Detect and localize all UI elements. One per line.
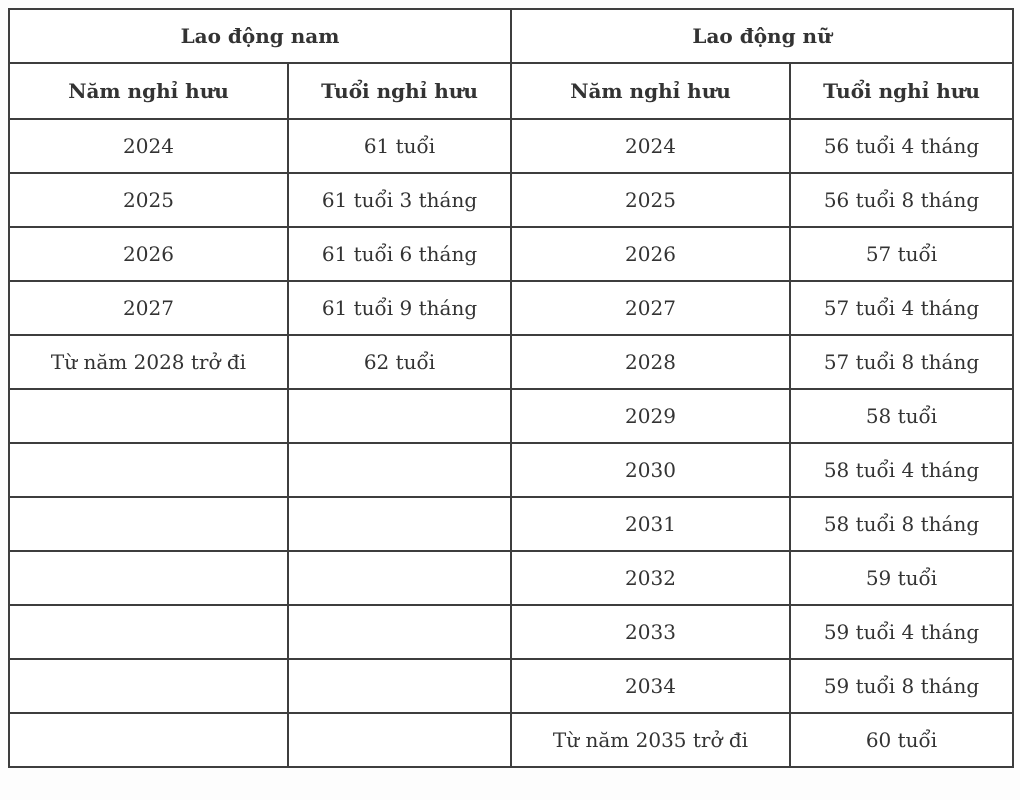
cell-male-year: 2024 [8,118,289,174]
cell-male-age: 62 tuổi [287,334,512,390]
cell-male-year [8,550,289,606]
cell-female-year: 2030 [510,442,791,498]
cell-female-year: 2025 [510,172,791,228]
cell-female-age: 57 tuổi [789,226,1014,282]
cell-female-age: 59 tuổi 4 tháng [789,604,1014,660]
cell-female-age: 57 tuổi 4 tháng [789,280,1014,336]
cell-female-age: 56 tuổi 8 tháng [789,172,1014,228]
cell-male-age: 61 tuổi [287,118,512,174]
cell-female-age: 60 tuổi [789,712,1014,768]
group-header-male: Lao động nam [8,8,512,64]
retirement-age-table: Lao động nam Lao động nữ Năm nghỉ hưu Tu… [8,8,1014,768]
cell-male-year [8,442,289,498]
table-row: 2030 58 tuổi 4 tháng [8,442,1014,498]
cell-male-year: 2026 [8,226,289,282]
table-row: 2026 61 tuổi 6 tháng 2026 57 tuổi [8,226,1014,282]
cell-female-year: 2028 [510,334,791,390]
col-header-female-age: Tuổi nghỉ hưu [789,62,1014,120]
cell-female-year: 2033 [510,604,791,660]
table-row: Từ năm 2035 trở đi 60 tuổi [8,712,1014,768]
table-row: 2024 61 tuổi 2024 56 tuổi 4 tháng [8,118,1014,174]
cell-female-age: 58 tuổi 8 tháng [789,496,1014,552]
cell-male-year [8,496,289,552]
cell-male-age [287,550,512,606]
cell-female-age: 58 tuổi [789,388,1014,444]
group-header-female: Lao động nữ [510,8,1014,64]
table-row: 2032 59 tuổi [8,550,1014,606]
col-header-female-year: Năm nghỉ hưu [510,62,791,120]
cell-female-year: 2026 [510,226,791,282]
cell-male-year: 2025 [8,172,289,228]
cell-female-age: 58 tuổi 4 tháng [789,442,1014,498]
cell-male-year [8,604,289,660]
cell-male-year [8,658,289,714]
cell-female-age: 56 tuổi 4 tháng [789,118,1014,174]
cell-male-age [287,442,512,498]
table-row: 2027 61 tuổi 9 tháng 2027 57 tuổi 4 thán… [8,280,1014,336]
cell-female-year: 2024 [510,118,791,174]
cell-female-year: 2029 [510,388,791,444]
table-row: Từ năm 2028 trở đi 62 tuổi 2028 57 tuổi … [8,334,1014,390]
table-row: 2033 59 tuổi 4 tháng [8,604,1014,660]
col-header-male-age: Tuổi nghỉ hưu [287,62,512,120]
cell-male-year [8,388,289,444]
cell-male-age [287,496,512,552]
group-header-row: Lao động nam Lao động nữ [8,8,1014,64]
cell-male-year: 2027 [8,280,289,336]
cell-female-year: 2031 [510,496,791,552]
table-row: 2029 58 tuổi [8,388,1014,444]
table-row: 2025 61 tuổi 3 tháng 2025 56 tuổi 8 thán… [8,172,1014,228]
cell-male-age [287,658,512,714]
cell-female-year: 2032 [510,550,791,606]
cell-male-age: 61 tuổi 6 tháng [287,226,512,282]
cell-female-year: 2034 [510,658,791,714]
cell-male-age [287,712,512,768]
table-row: 2034 59 tuổi 8 tháng [8,658,1014,714]
cell-male-age [287,388,512,444]
table-row: 2031 58 tuổi 8 tháng [8,496,1014,552]
cell-female-year: 2027 [510,280,791,336]
cell-female-age: 57 tuổi 8 tháng [789,334,1014,390]
cell-female-age: 59 tuổi [789,550,1014,606]
cell-male-year: Từ năm 2028 trở đi [8,334,289,390]
cell-female-year: Từ năm 2035 trở đi [510,712,791,768]
cell-female-age: 59 tuổi 8 tháng [789,658,1014,714]
cell-male-age: 61 tuổi 9 tháng [287,280,512,336]
column-header-row: Năm nghỉ hưu Tuổi nghỉ hưu Năm nghỉ hưu … [8,62,1014,120]
col-header-male-year: Năm nghỉ hưu [8,62,289,120]
cell-male-age: 61 tuổi 3 tháng [287,172,512,228]
cell-male-year [8,712,289,768]
cell-male-age [287,604,512,660]
